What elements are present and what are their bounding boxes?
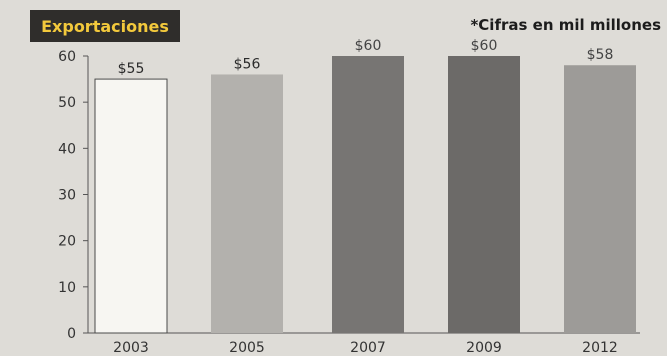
data-label: $60 xyxy=(471,38,498,54)
x-tick-label: 2012 xyxy=(582,340,618,356)
data-label: $60 xyxy=(355,38,382,54)
y-tick-label: 20 xyxy=(58,234,76,250)
bar xyxy=(94,78,168,334)
bar xyxy=(332,56,404,333)
labels: $55 2003 $56 2005 $60 2007 $60 2009 $58 2012 xyxy=(113,38,618,356)
x-tick-label: 2005 xyxy=(229,340,265,356)
units-note: *Cifras en mil millones xyxy=(470,16,661,34)
data-label: $55 xyxy=(118,61,145,77)
x-tick-label: 2007 xyxy=(350,340,386,356)
x-tick-label: 2003 xyxy=(113,340,149,356)
bar xyxy=(564,65,636,333)
bar xyxy=(211,74,283,333)
y-tick-label: 50 xyxy=(58,95,76,111)
data-label: $56 xyxy=(234,56,261,72)
y-tick-label: 0 xyxy=(67,326,76,342)
x-tick-label: 2009 xyxy=(466,340,502,356)
axes: 0 10 20 30 40 50 60 xyxy=(58,49,640,342)
y-tick-label: 10 xyxy=(58,280,76,296)
bar xyxy=(448,56,520,333)
y-tick-label: 40 xyxy=(58,141,76,157)
chart-title: Exportaciones xyxy=(30,10,180,42)
y-tick-label: 60 xyxy=(58,49,76,65)
bars xyxy=(94,56,636,334)
y-tick-label: 30 xyxy=(58,188,76,204)
data-label: $58 xyxy=(587,47,614,63)
